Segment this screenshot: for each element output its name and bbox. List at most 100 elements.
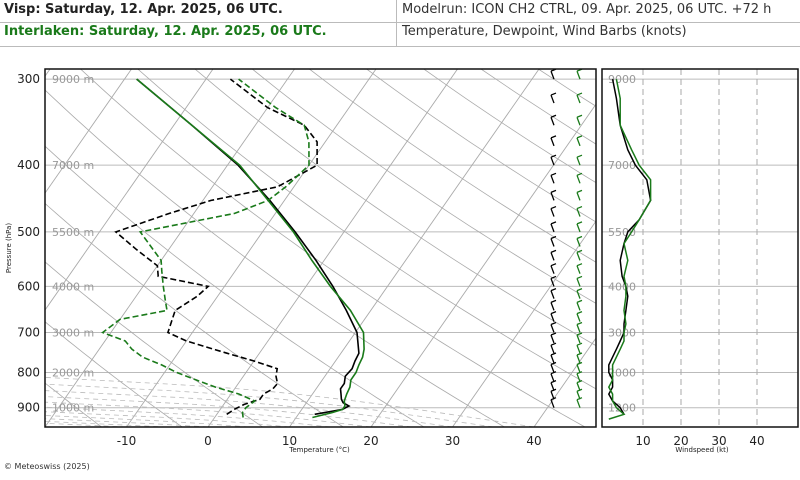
pressure-tick-label: 600	[17, 279, 40, 293]
isotherm-line	[126, 69, 377, 427]
moist-adiabat	[45, 383, 494, 427]
altitude-label: 5500 m	[52, 226, 94, 239]
dry-adiabat	[423, 69, 596, 184]
dry-adiabat	[80, 69, 586, 427]
skewt-frame	[44, 68, 597, 428]
wind-barb	[576, 92, 583, 104]
isotherm-line	[45, 69, 214, 311]
wind-barb	[550, 135, 557, 147]
altitude-label: 4000 m	[52, 280, 94, 293]
windspeed-tick-label: 20	[673, 434, 688, 448]
moist-adiabat	[45, 376, 535, 427]
x-axis-label: Temperature (°C)	[288, 446, 350, 454]
wind-barb	[550, 249, 557, 261]
temperature-tick-label: 0	[204, 434, 212, 448]
wind-barb	[576, 114, 583, 126]
dry-adiabat	[137, 69, 596, 390]
dewpoint-profile-interlaken	[101, 78, 310, 418]
temperature-profile-visp	[136, 78, 360, 416]
y-axis-label: Pressure (hPa)	[5, 223, 13, 273]
windspeed-profile-visp	[607, 78, 652, 415]
location-title-visp: Visp: Saturday, 12. Apr. 2025, 06 UTC.	[4, 2, 283, 17]
wind-barb	[550, 189, 557, 201]
pressure-tick-label: 300	[17, 72, 40, 86]
wind-barb	[576, 311, 583, 322]
altitude-label: 9000 m	[52, 73, 94, 86]
wind-barb	[576, 235, 583, 247]
wind-barb	[550, 114, 557, 126]
wind-barb	[576, 361, 583, 373]
temperature-profile-interlaken	[136, 78, 365, 419]
dry-adiabat	[480, 69, 596, 145]
windspeed-tick-label: 10	[635, 434, 650, 448]
isotherm-line	[289, 69, 540, 427]
wind-barb	[550, 154, 557, 166]
chart-subtitle: Temperature, Dewpoint, Wind Barbs (knots…	[402, 24, 687, 39]
dry-adiabat	[45, 382, 102, 427]
wind-frame	[601, 68, 799, 428]
isotherm-line	[697, 69, 800, 427]
wind-barb	[576, 388, 583, 400]
dewpoint-profile-visp	[114, 78, 318, 415]
windspeed-profile-interlaken	[607, 78, 652, 420]
wind-altitude-label: 4000	[608, 280, 636, 293]
wind-barb	[576, 189, 583, 201]
wind-barb	[576, 397, 583, 408]
header-column-divider	[396, 0, 397, 46]
wind-barb	[576, 275, 583, 287]
wind-barb	[576, 172, 583, 184]
wind-barb	[550, 275, 557, 287]
wind-barbs	[550, 69, 583, 408]
pressure-tick-label: 400	[17, 158, 40, 172]
wind-barb	[576, 135, 583, 147]
windspeed-tick-label: 30	[711, 434, 726, 448]
dry-adiabat	[194, 69, 596, 347]
dry-adiabat	[309, 69, 596, 263]
wind-altitude-label: 3000	[608, 327, 636, 340]
dry-adiabat	[45, 202, 344, 427]
temperature-tick-label: -10	[117, 434, 137, 448]
pressure-tick-label: 800	[17, 365, 40, 379]
temperature-tick-label: 30	[445, 434, 460, 448]
dry-adiabat	[45, 145, 425, 427]
wind-barb	[550, 321, 557, 333]
altitude-label: 1000 m	[52, 402, 94, 415]
plot-area: 9000 m 7000 m 5500 m 4000 m 3000 m 2000 m 1000…	[45, 69, 800, 427]
pressure-tick-label: 900	[17, 401, 40, 415]
wind-barb	[550, 299, 557, 311]
wind-barb	[550, 361, 557, 373]
wind-barb	[550, 172, 557, 184]
windspeed-tick-label: 40	[749, 434, 764, 448]
wind-barb	[550, 397, 557, 408]
wind-altitude-label: 2000	[608, 366, 636, 379]
pressure-tick-label: 500	[17, 225, 40, 239]
wind-barb	[550, 352, 557, 364]
wind-barb	[550, 388, 557, 400]
wind-barb	[576, 154, 583, 166]
wind-barb	[576, 263, 583, 274]
wind-barb	[550, 380, 557, 391]
wind-x-axis-label: Windspeed (kt)	[675, 446, 728, 454]
wind-barb	[576, 321, 583, 333]
wind-barb	[576, 205, 583, 217]
wind-barb	[550, 263, 557, 274]
wind-barb	[550, 92, 557, 104]
dry-adiabat	[710, 69, 800, 427]
isotherm-line	[452, 220, 596, 427]
location-title-interlaken: Interlaken: Saturday, 12. Apr. 2025, 06 …	[4, 24, 327, 39]
wind-barb	[576, 69, 583, 80]
wind-barb	[576, 249, 583, 261]
dry-adiabat	[653, 69, 800, 427]
wind-barb	[550, 221, 557, 233]
altitude-label: 7000 m	[52, 159, 94, 172]
isotherm-line	[45, 69, 132, 194]
wind-barb	[576, 380, 583, 391]
header-divider	[0, 46, 800, 47]
dry-adiabat	[45, 261, 263, 427]
isotherm-line	[533, 337, 596, 427]
altitude-label: 3000 m	[52, 327, 94, 340]
wind-barb	[550, 342, 557, 354]
wind-barb	[550, 205, 557, 217]
